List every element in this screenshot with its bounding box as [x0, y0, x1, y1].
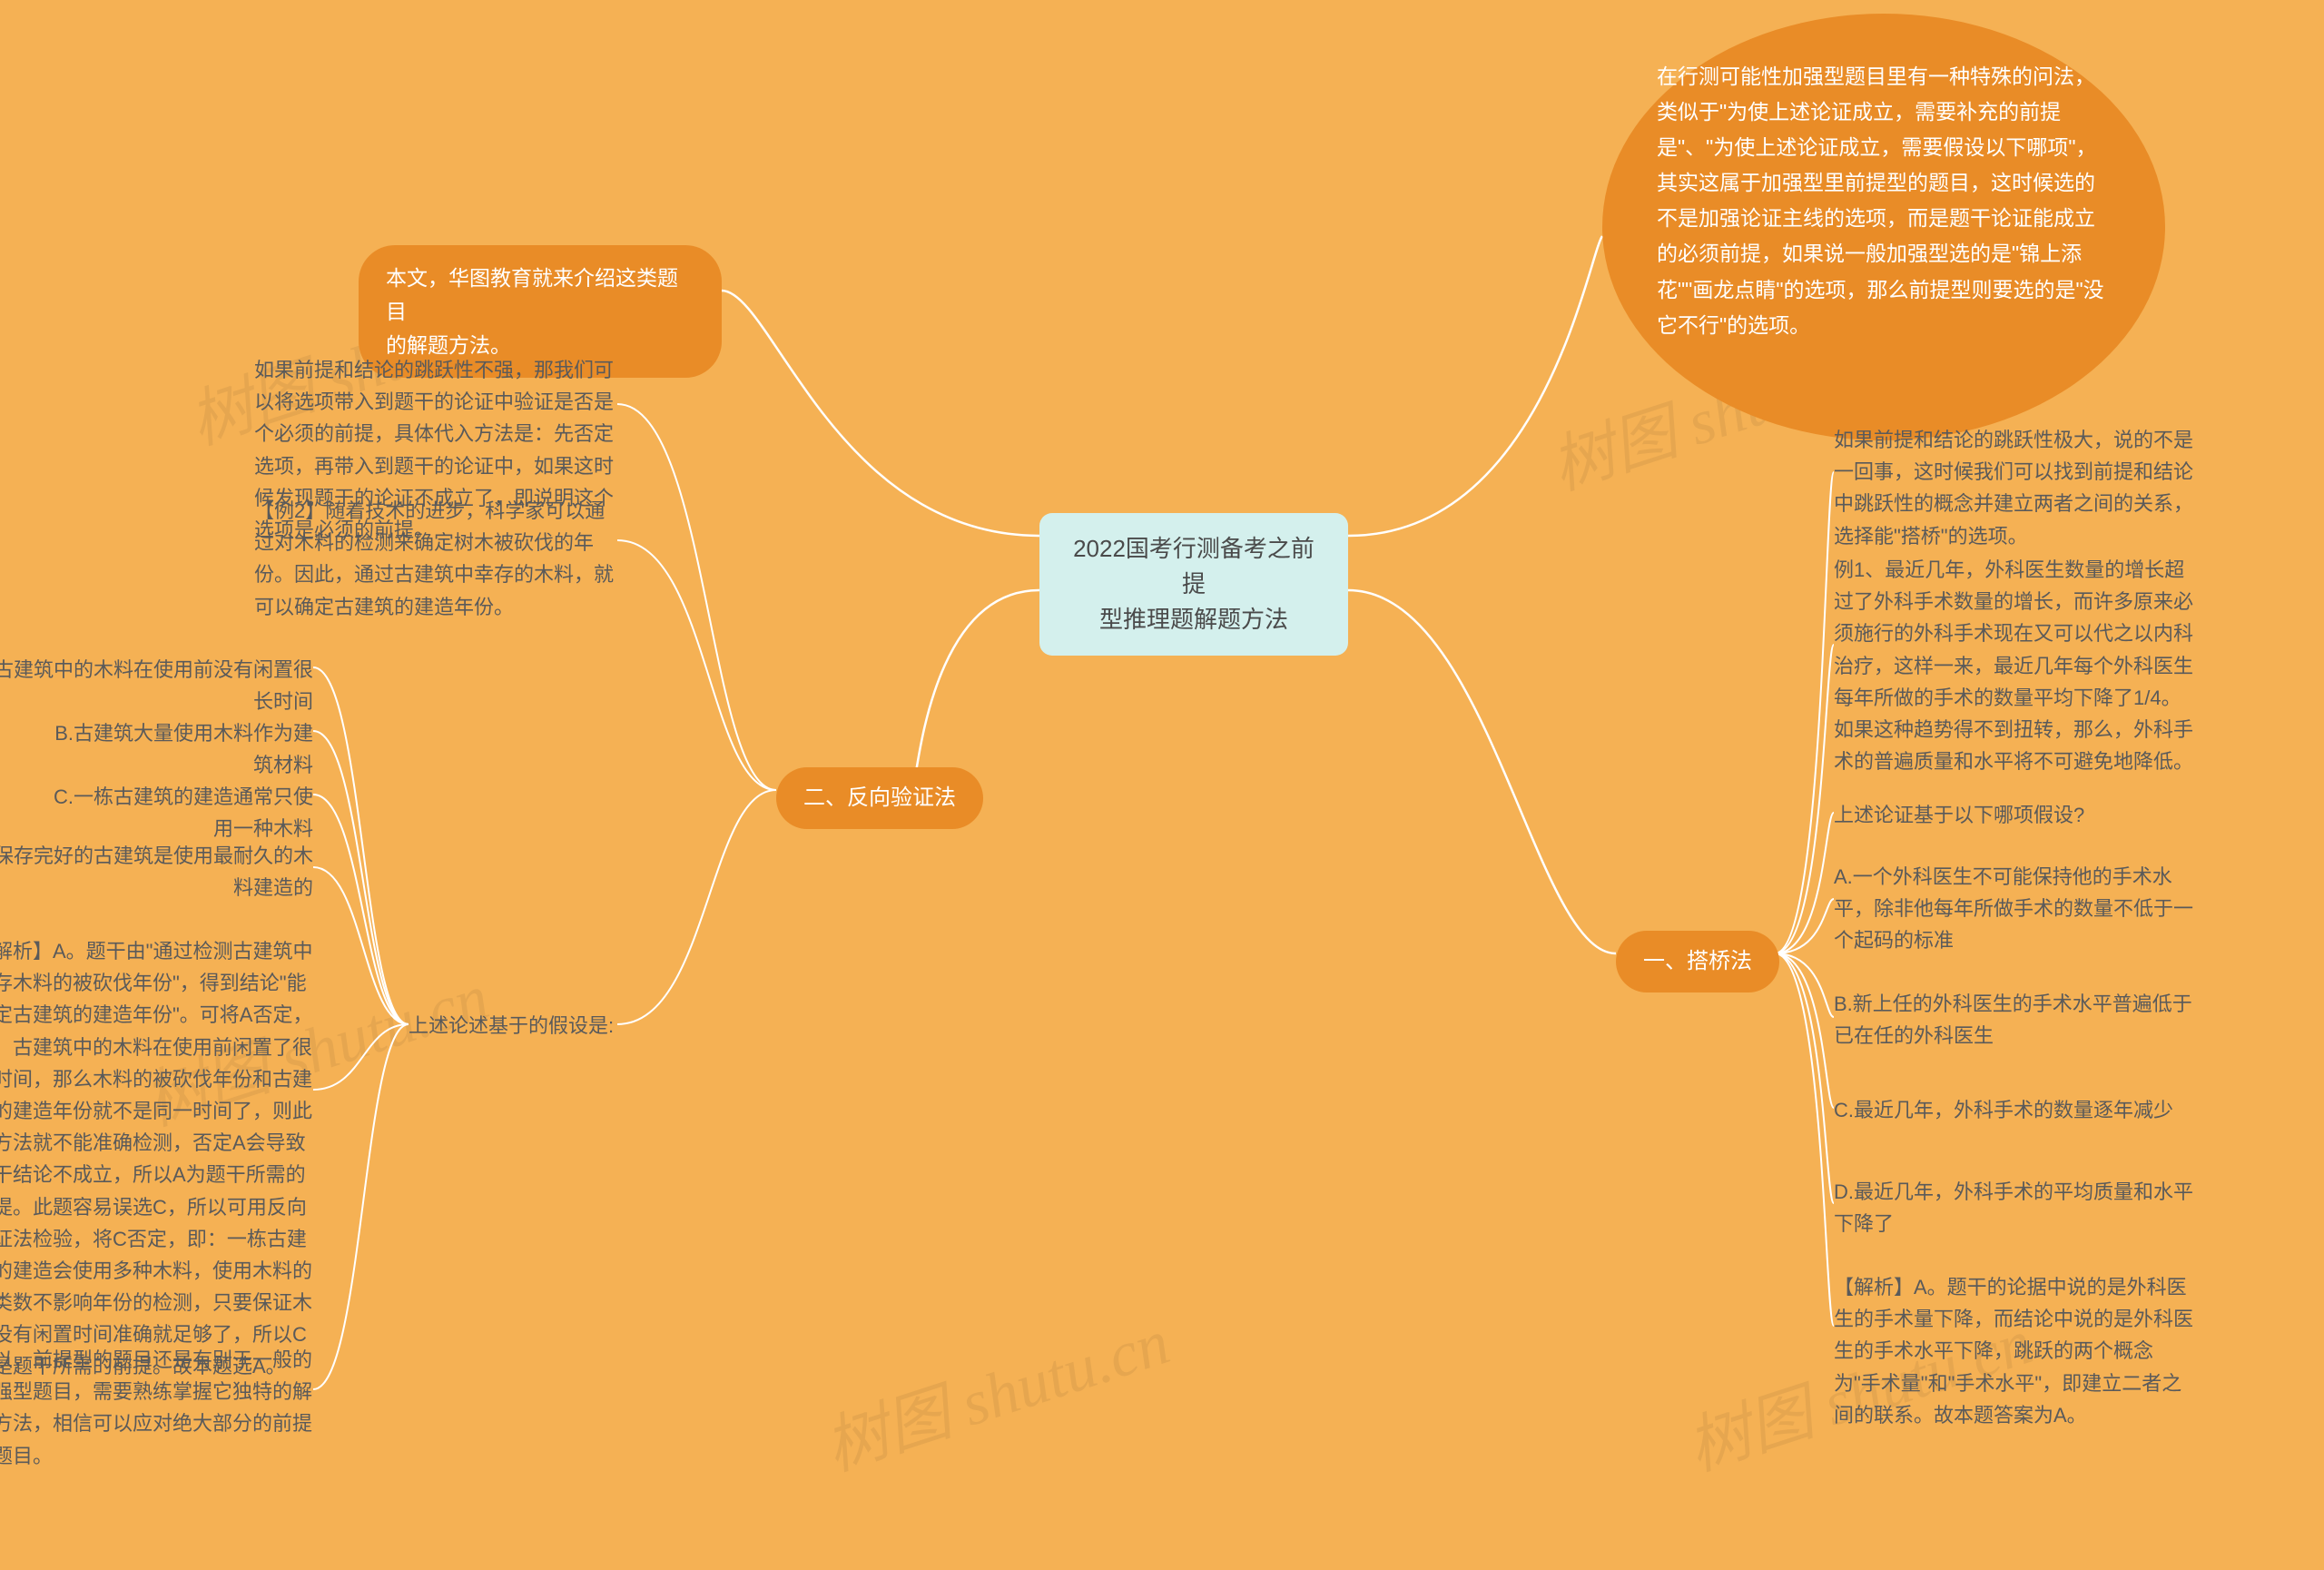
branch-left-label[interactable]: 二、反向验证法 — [776, 767, 983, 829]
watermark: 树图 shutu.cn — [812, 1291, 1179, 1488]
right-item-3: A.一个外科医生不可能保持他的手术水平，除非他每年所做手术的数量不低于一个起码的… — [1834, 861, 2197, 957]
right-item-6: D.最近几年，外科手术的平均质量和水平下降了 — [1834, 1176, 2197, 1239]
right-item-1: 例1、最近几年，外科医生数量的增长超过了外科手术数量的增长，而许多原来必须施行的… — [1834, 554, 2197, 777]
center-node[interactable]: 2022国考行测备考之前提 型推理题解题方法 — [1039, 513, 1348, 656]
left-option-d: D.保存完好的古建筑是使用最耐久的木料建造的 — [0, 840, 313, 903]
center-title-line1: 2022国考行测备考之前提 — [1068, 531, 1319, 602]
left-explain: 【解析】A。题干由"通过检测古建筑中幸存木料的被砍伐年份"，得到结论"能确定古建… — [0, 935, 313, 1383]
right-item-0: 如果前提和结论的跳跃性极大，说的不是一回事，这时候我们可以找到前提和结论中跳跃性… — [1834, 424, 2197, 552]
center-title-line2: 型推理题解题方法 — [1068, 602, 1319, 637]
left-option-b: B.古建筑大量使用木料作为建筑材料 — [54, 717, 313, 781]
left-intro-2: 【例2】随着技术的进步，科学家可以通过对木料的检测来确定树木被砍伐的年份。因此，… — [254, 495, 617, 623]
right-item-2: 上述论证基于以下哪项假设? — [1834, 799, 2197, 831]
right-item-5: C.最近几年，外科手术的数量逐年减少 — [1834, 1094, 2197, 1126]
top-right-blob-text: 在行测可能性加强型题目里有一种特殊的问法，类似于"为使上述论证成立，需要补充的前… — [1657, 59, 2111, 343]
top-left-line1: 本文，华图教育就来介绍这类题目 — [386, 262, 694, 329]
left-conclusion: 所以，前提型的题目还是有别于一般的加强型题目，需要熟练掌握它独特的解题方法，相信… — [0, 1344, 313, 1472]
right-item-7: 【解析】A。题干的论据中说的是外科医生的手术量下降，而结论中说的是外科医生的手术… — [1834, 1271, 2197, 1431]
branch-right-label[interactable]: 一、搭桥法 — [1616, 931, 1779, 992]
top-right-blob[interactable]: 在行测可能性加强型题目里有一种特殊的问法，类似于"为使上述论证成立，需要补充的前… — [1602, 14, 2165, 440]
left-question: 上述论述基于的假设是: — [409, 1010, 617, 1042]
left-option-a: A.古建筑中的木料在使用前没有闲置很长时间 — [0, 654, 313, 717]
left-option-c: C.一栋古建筑的建造通常只使用一种木料 — [36, 781, 313, 844]
right-item-4: B.新上任的外科医生的手术水平普遍低于已在任的外科医生 — [1834, 988, 2197, 1052]
